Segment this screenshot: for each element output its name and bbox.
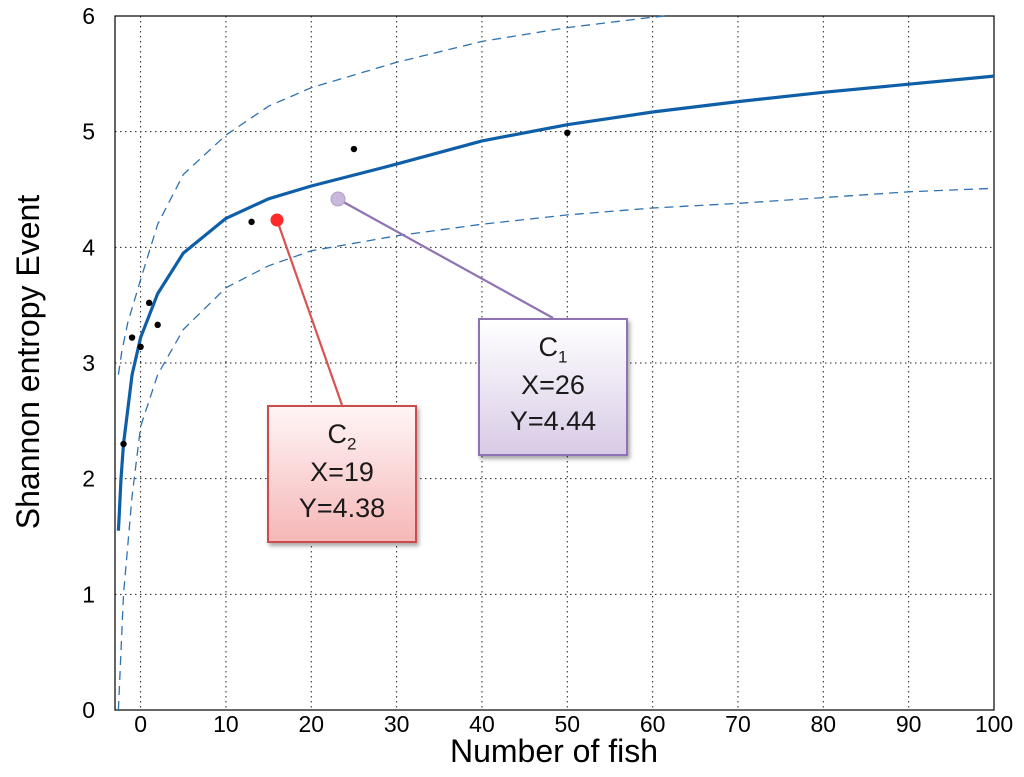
callout-c2-label: C2 — [327, 419, 357, 454]
callout-c1-label: C1 — [538, 332, 568, 367]
data-point — [154, 321, 161, 329]
callout-c1-x: X=26 — [521, 370, 585, 401]
x-tick-label: 80 — [811, 711, 837, 737]
data-point — [137, 343, 144, 351]
data-point — [128, 334, 136, 341]
data-point — [564, 129, 571, 137]
x-tick-label: 40 — [469, 711, 495, 737]
c2-leader-line — [275, 219, 344, 406]
callout-c2-x: X=19 — [310, 457, 374, 488]
y-tick-label: 4 — [82, 234, 95, 260]
y-tick-labels: 0 1 2 3 4 5 6 — [82, 3, 95, 723]
c1-point — [330, 191, 346, 207]
callout-c1: C1 X=26 Y=4.44 — [478, 318, 628, 456]
lower-bound-curve — [117, 187, 995, 711]
x-tick-labels: 0 10 20 30 40 50 60 70 80 90 100 — [134, 711, 1013, 737]
callout-c2-y: Y=4.38 — [298, 492, 386, 523]
data-point — [145, 299, 153, 307]
x-tick-label: 100 — [975, 711, 1013, 737]
x-tick-label: 50 — [555, 711, 581, 737]
y-tick-label: 6 — [82, 3, 95, 29]
data-point — [350, 145, 358, 153]
data-point — [120, 440, 127, 448]
x-tick-label: 60 — [640, 711, 666, 737]
y-tick-label: 1 — [82, 581, 95, 607]
y-tick-label: 2 — [82, 466, 95, 492]
x-tick-label: 0 — [134, 711, 147, 737]
c1-leader-line — [337, 198, 554, 319]
y-axis-title: Shannon entropy Event — [10, 195, 46, 530]
x-tick-label: 30 — [384, 711, 410, 737]
x-tick-label: 20 — [298, 711, 324, 737]
x-tick-label: 90 — [896, 711, 922, 737]
data-point — [248, 218, 255, 226]
x-tick-label: 70 — [725, 711, 751, 737]
callout-c2: C2 X=19 Y=4.38 — [267, 405, 417, 543]
y-tick-label: 3 — [82, 350, 95, 376]
x-tick-label: 10 — [213, 711, 239, 737]
data-points — [120, 129, 571, 448]
y-tick-label: 5 — [82, 119, 95, 145]
upper-bound-curve — [117, 15, 666, 375]
callout-leaders — [270, 191, 554, 406]
callout-c1-y: Y=4.44 — [509, 405, 597, 436]
grid — [115, 16, 995, 710]
c2-point — [270, 213, 284, 227]
fitted-curve — [116, 74, 995, 531]
x-axis-title: Number of fish — [450, 733, 658, 769]
plot-frame — [114, 15, 995, 711]
y-tick-label: 0 — [82, 697, 95, 723]
